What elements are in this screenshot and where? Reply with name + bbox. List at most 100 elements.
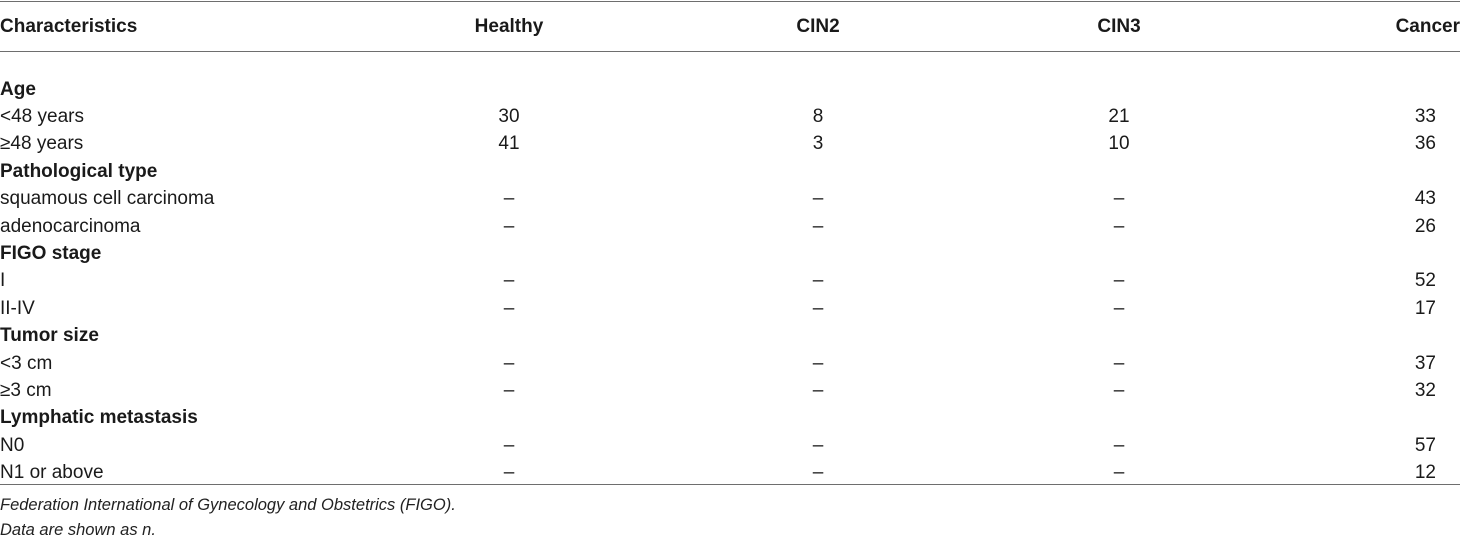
empty-cell — [634, 405, 1002, 432]
row-label: squamous cell carcinoma — [0, 188, 215, 210]
section-header-row: FIGO stage — [0, 240, 1460, 267]
cancer-value: 26 — [1414, 215, 1436, 237]
empty-cell — [1002, 323, 1236, 350]
empty-cell — [384, 323, 634, 350]
cancer-value: 12 — [1414, 462, 1436, 484]
table-row: adenocarcinoma – – – 26 — [0, 213, 1460, 240]
table-row: N0 – – – 57 — [0, 432, 1460, 459]
row-label: ≥48 years — [0, 133, 84, 155]
footnote-data-note: Data are shown as n. — [0, 521, 156, 539]
cin3-cell: – — [1113, 188, 1125, 210]
cancer-cell: 33 — [1236, 103, 1460, 130]
cancer-value: 37 — [1414, 352, 1436, 374]
cin2-cell: 3 — [812, 133, 824, 155]
table-row: ≥48 years 41 3 10 36 — [0, 131, 1460, 158]
header-cancer: Cancer — [1395, 15, 1460, 37]
section-label: Lymphatic metastasis — [0, 407, 198, 429]
healthy-cell: 41 — [498, 133, 520, 155]
table-row: N1 or above – – – 12 — [0, 459, 1460, 486]
empty-cell — [384, 405, 634, 432]
cin3-cell: – — [1113, 270, 1125, 292]
cancer-cell: 32 — [1236, 377, 1460, 404]
empty-cell — [384, 76, 634, 103]
empty-cell — [1236, 323, 1460, 350]
cancer-value: 17 — [1414, 297, 1436, 319]
table-row: <48 years 30 8 21 33 — [0, 103, 1460, 130]
row-label: adenocarcinoma — [0, 215, 141, 237]
cancer-cell: 43 — [1236, 186, 1460, 213]
healthy-cell: – — [503, 297, 515, 319]
section-header-row: Age — [0, 76, 1460, 103]
cin2-cell: – — [812, 270, 824, 292]
empty-cell — [1002, 405, 1236, 432]
table-footnotes: Federation International of Gynecology a… — [0, 493, 456, 543]
section-label: Tumor size — [0, 325, 99, 347]
table-row: ≥3 cm – – – 32 — [0, 377, 1460, 404]
healthy-cell: – — [503, 188, 515, 210]
empty-cell — [384, 158, 634, 185]
table-header-rule — [0, 51, 1460, 52]
row-label: I — [0, 270, 6, 292]
header-healthy: Healthy — [474, 15, 544, 37]
cancer-cell: 36 — [1236, 131, 1460, 158]
cancer-value: 52 — [1414, 270, 1436, 292]
row-label: <3 cm — [0, 352, 53, 374]
row-label: II-IV — [0, 297, 35, 319]
section-header-row: Lymphatic metastasis — [0, 405, 1460, 432]
empty-cell — [634, 158, 1002, 185]
cancer-cell: 52 — [1236, 268, 1460, 295]
table-bottom-rule — [0, 484, 1460, 485]
row-label: <48 years — [0, 106, 84, 128]
header-cin2: CIN2 — [796, 15, 840, 37]
section-header-row: Pathological type — [0, 158, 1460, 185]
empty-cell — [1002, 240, 1236, 267]
cin3-cell: – — [1113, 379, 1125, 401]
cancer-cell: 17 — [1236, 295, 1460, 322]
empty-cell — [634, 76, 1002, 103]
healthy-cell: 30 — [498, 106, 520, 128]
cin2-cell: – — [812, 188, 824, 210]
table-row: II-IV – – – 17 — [0, 295, 1460, 322]
empty-cell — [1236, 405, 1460, 432]
empty-cell — [1236, 158, 1460, 185]
cancer-value: 32 — [1414, 379, 1436, 401]
cin2-cell: – — [812, 297, 824, 319]
table-header-row: Characteristics Healthy CIN2 CIN3 Cancer — [0, 10, 1460, 43]
row-label: N0 — [0, 434, 25, 456]
cancer-cell: 57 — [1236, 432, 1460, 459]
healthy-cell: – — [503, 270, 515, 292]
cancer-value: 36 — [1414, 133, 1436, 155]
cin2-cell: 8 — [812, 106, 824, 128]
section-label: FIGO stage — [0, 243, 102, 265]
cin3-cell: 21 — [1108, 106, 1130, 128]
healthy-cell: – — [503, 215, 515, 237]
cancer-value: 57 — [1414, 434, 1436, 456]
empty-cell — [634, 240, 1002, 267]
table-body: Age <48 years 30 8 21 33 ≥48 years 41 3 10 36 Patho… — [0, 76, 1460, 487]
healthy-cell: – — [503, 462, 515, 484]
section-label: Pathological type — [0, 160, 158, 182]
empty-cell — [1002, 158, 1236, 185]
table-top-rule — [0, 1, 1460, 2]
header-cin3: CIN3 — [1097, 15, 1141, 37]
healthy-cell: – — [503, 434, 515, 456]
cin3-cell: – — [1113, 434, 1125, 456]
cin2-cell: – — [812, 434, 824, 456]
cancer-cell: 12 — [1236, 459, 1460, 486]
empty-cell — [1002, 76, 1236, 103]
table-row: I – – – 52 — [0, 268, 1460, 295]
cin3-cell: 10 — [1108, 133, 1130, 155]
footnote-figo: Federation International of Gynecology a… — [0, 496, 456, 514]
empty-cell — [1236, 76, 1460, 103]
header-characteristics: Characteristics — [0, 15, 138, 37]
cin2-cell: – — [812, 352, 824, 374]
row-label: ≥3 cm — [0, 379, 52, 401]
table-row: squamous cell carcinoma – – – 43 — [0, 186, 1460, 213]
cancer-value: 33 — [1414, 106, 1436, 128]
section-label: Age — [0, 78, 36, 100]
empty-cell — [384, 240, 634, 267]
empty-cell — [634, 323, 1002, 350]
table-row: <3 cm – – – 37 — [0, 350, 1460, 377]
row-label: N1 or above — [0, 462, 104, 484]
cancer-cell: 37 — [1236, 350, 1460, 377]
